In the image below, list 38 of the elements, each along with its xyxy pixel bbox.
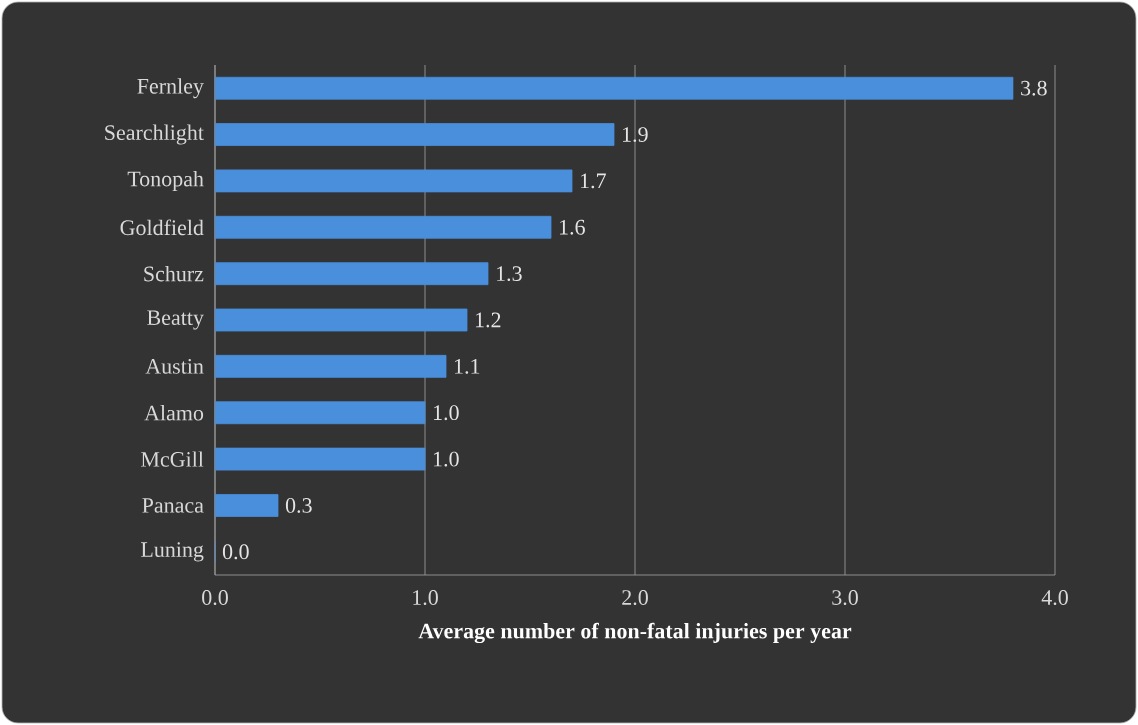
bar xyxy=(215,447,426,471)
bar xyxy=(215,494,279,517)
y-tick-label: Beatty xyxy=(147,310,204,330)
bar xyxy=(215,215,552,239)
data-label: 1.0 xyxy=(434,451,459,467)
bar xyxy=(215,123,615,146)
y-tick-label: Luning xyxy=(141,542,204,562)
data-label: 1.6 xyxy=(560,219,585,235)
y-tick-label: Fernley xyxy=(137,78,204,99)
y-tick-label: Austin xyxy=(145,358,204,374)
bar xyxy=(215,401,426,425)
y-tick-label: Tonopah xyxy=(127,170,204,191)
data-label: 1.2 xyxy=(476,312,501,328)
x-tick-label: 3.0 xyxy=(832,590,858,606)
x-tick-label: 2.0 xyxy=(622,590,648,606)
bar xyxy=(215,262,489,286)
x-tick-label: 1.0 xyxy=(413,590,438,606)
y-tick-label: Alamo xyxy=(144,405,204,421)
bar xyxy=(215,354,447,378)
y-tick-label: Goldfield xyxy=(120,219,204,236)
y-tick-label: Searchlight xyxy=(105,124,204,145)
bar xyxy=(215,76,1014,100)
x-axis-title: Average number of non-fatal injuries per year xyxy=(418,622,852,644)
data-label: 1.7 xyxy=(581,173,606,189)
x-tick-label: 4.0 xyxy=(1041,590,1068,606)
data-label: 1.9 xyxy=(623,127,648,142)
y-tick-label: McGill xyxy=(141,451,204,467)
bar xyxy=(215,308,468,332)
data-label: 1.0 xyxy=(434,405,459,421)
data-label: 1.3 xyxy=(497,266,522,282)
bar xyxy=(215,169,573,193)
data-label: 0.0 xyxy=(222,544,249,560)
y-tick-label: Panaca xyxy=(142,498,204,513)
y-tick-label: Schurz xyxy=(144,265,204,282)
data-label: 3.8 xyxy=(1021,80,1047,96)
data-label: 0.3 xyxy=(285,498,312,513)
data-label: 1.1 xyxy=(455,358,480,374)
x-tick-label: 0.0 xyxy=(202,590,228,606)
